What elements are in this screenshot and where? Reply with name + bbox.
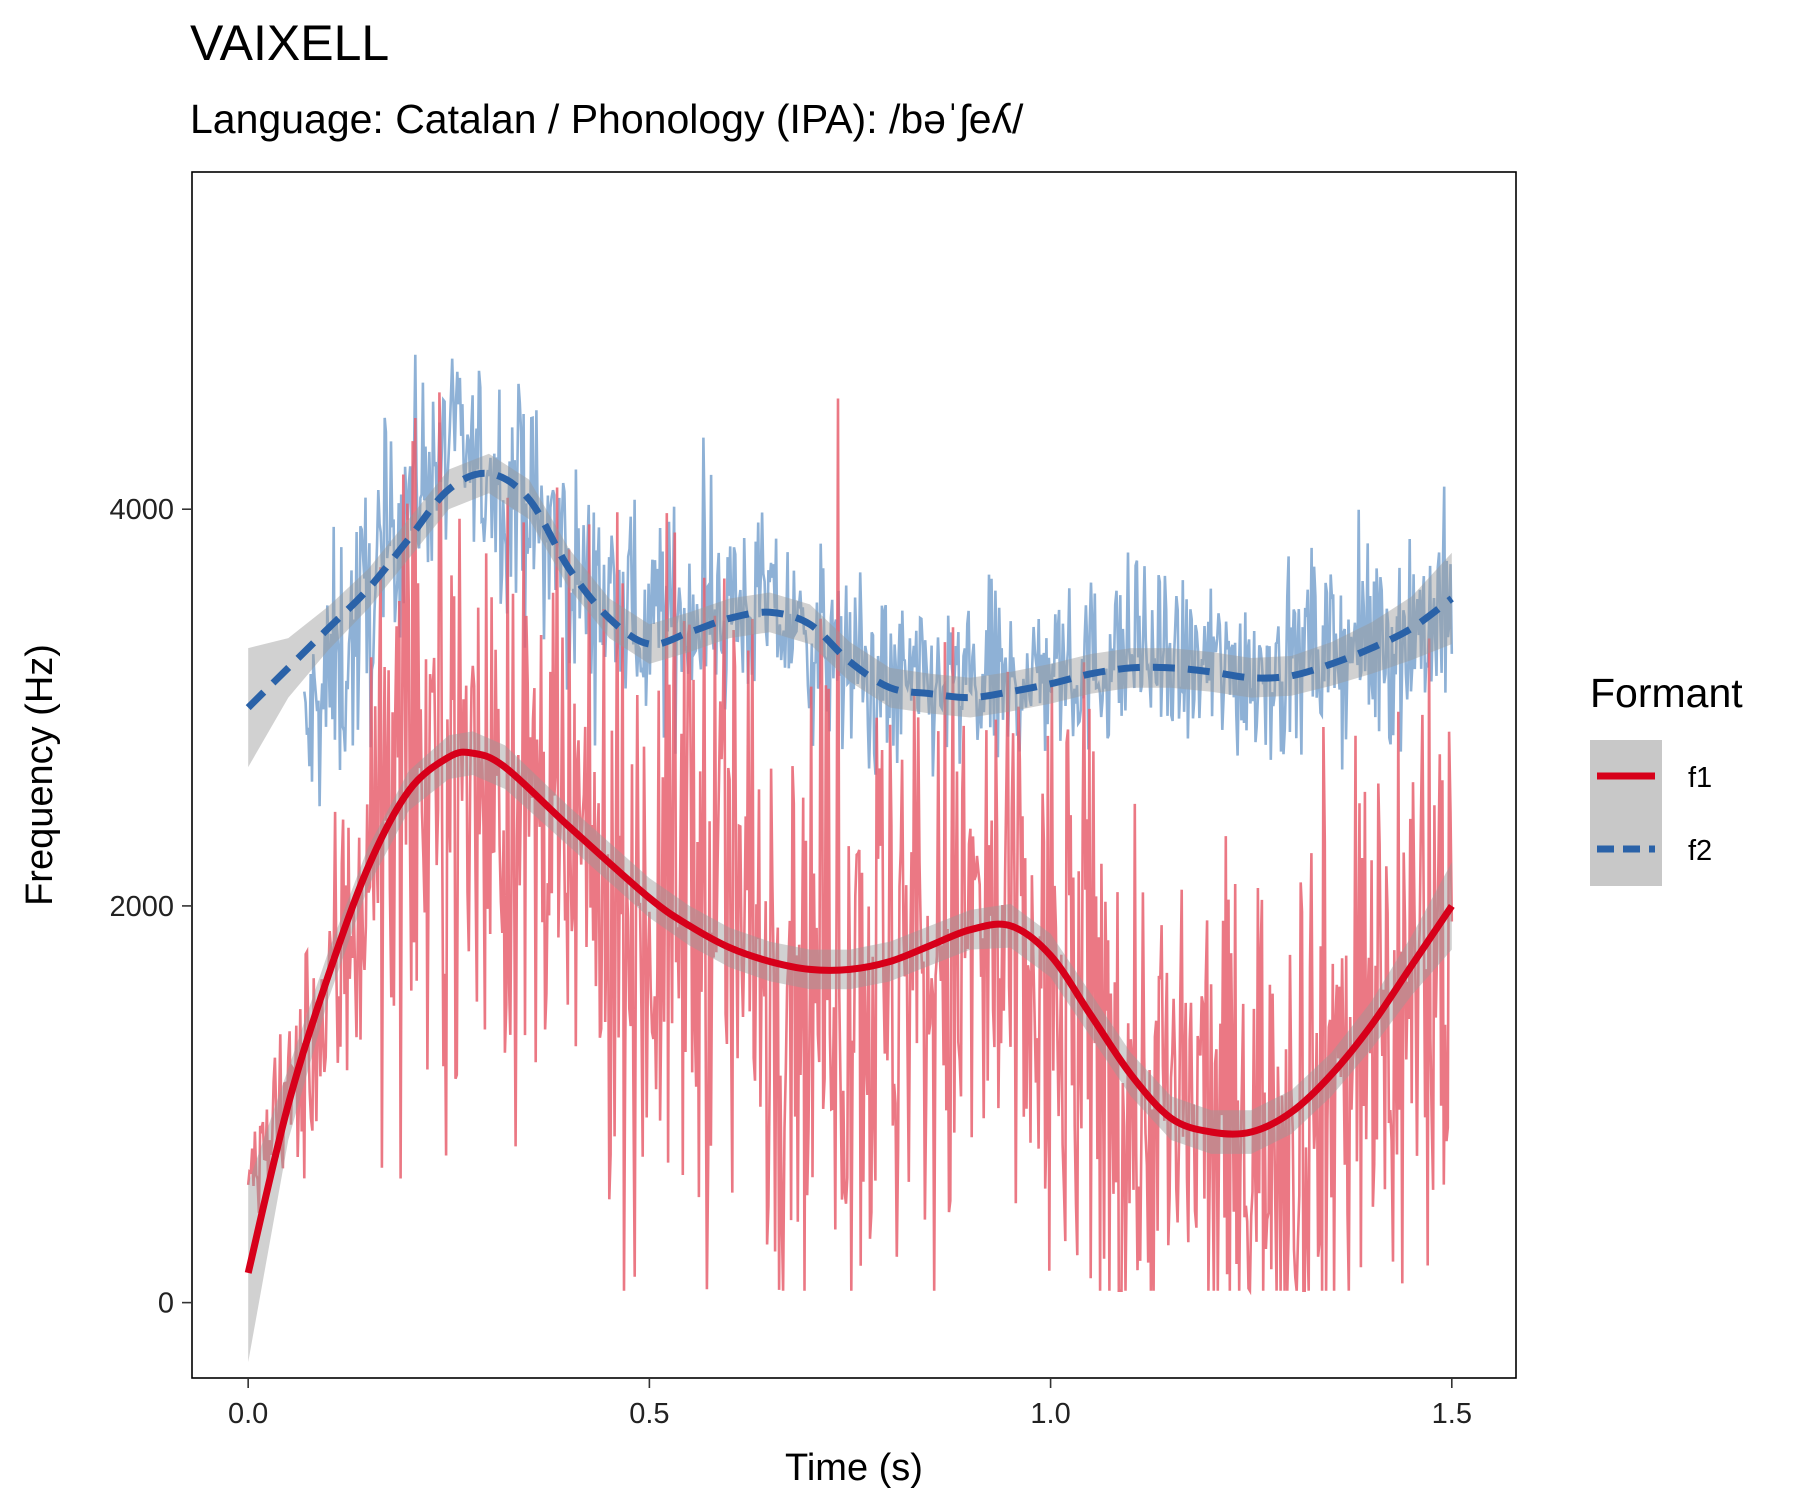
legend-label: f1 (1688, 762, 1712, 794)
legend-title: Formant (1590, 670, 1743, 716)
legend-item-f1: f1 (1590, 740, 1712, 813)
plot-panel-border (191, 171, 1517, 1379)
smooth-line-f2 (245, 469, 1454, 711)
raw-trace-f2 (303, 354, 1454, 807)
raw-trace-f1 (246, 392, 1454, 1296)
y-tick-label: 0 (158, 1288, 174, 1320)
x-tick-label: 0.5 (629, 1398, 669, 1430)
x-tick-label: 0.0 (228, 1398, 268, 1430)
x-tick-label: 1.5 (1432, 1398, 1472, 1430)
chart-title: VAIXELL (190, 15, 390, 71)
legend-label: f2 (1688, 835, 1712, 867)
legend: Formant f1 f2 (1590, 670, 1743, 886)
raw-formant-traces (246, 354, 1454, 1296)
x-axis-title: Time (s) (785, 1447, 923, 1489)
smoothed-formant-lines (244, 469, 1455, 1274)
x-axis: 0.0 0.5 1.0 1.5 (228, 1378, 1472, 1430)
chart-subtitle: Language: Catalan / Phonology (IPA): /bə… (190, 96, 1024, 142)
y-tick-label: 4000 (109, 494, 174, 526)
smooth-line-f1 (244, 748, 1455, 1274)
x-tick-label: 1.0 (1030, 1398, 1070, 1430)
y-tick-label: 2000 (109, 891, 174, 923)
legend-item-f2: f2 (1590, 813, 1712, 886)
y-axis: 0 2000 4000 (109, 494, 192, 1320)
y-axis-title: Frequency (Hz) (19, 644, 61, 906)
